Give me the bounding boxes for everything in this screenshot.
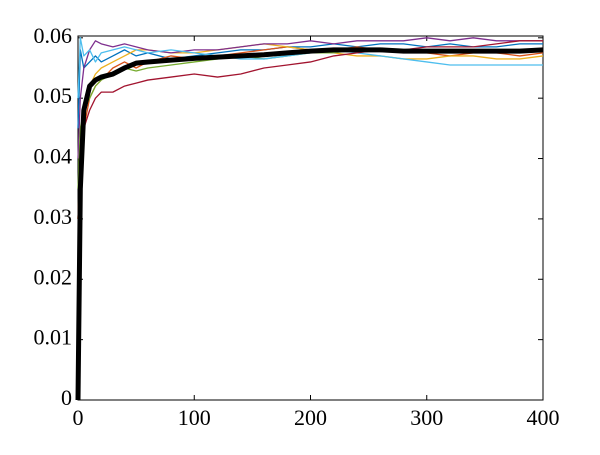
- x-tick-label: 0: [73, 405, 84, 430]
- series-line: [77, 49, 543, 189]
- x-tick-label: 300: [410, 405, 443, 430]
- y-tick-label: 0.02: [34, 264, 73, 289]
- y-tick-label: 0.04: [34, 144, 73, 169]
- y-tick-label: 0.05: [34, 83, 73, 108]
- series-line: [77, 37, 543, 159]
- series-line: [77, 46, 544, 219]
- y-tick-label: 0.01: [34, 325, 73, 350]
- x-tick-label: 100: [178, 405, 211, 430]
- x-tick-label: 200: [294, 405, 327, 430]
- y-tick-label: 0.06: [34, 23, 73, 48]
- series-line: [77, 40, 543, 219]
- series-line: [77, 37, 543, 99]
- x-tick-label: 400: [527, 405, 560, 430]
- series-line: [75, 47, 544, 401]
- y-tick-label: 0.03: [34, 204, 73, 229]
- plot-frame: [77, 35, 544, 401]
- y-tick-label: 0: [61, 385, 72, 410]
- series-line: [77, 43, 544, 219]
